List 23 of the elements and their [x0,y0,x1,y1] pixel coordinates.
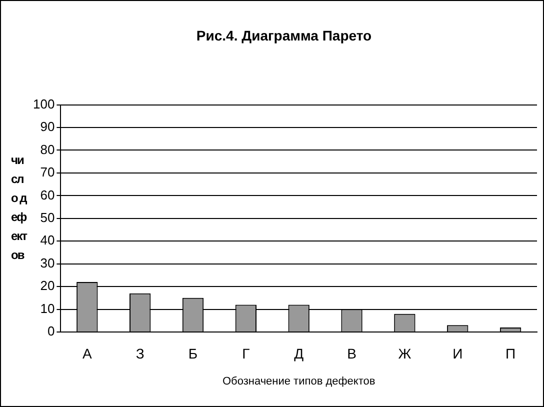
y-tick-label: 70 [40,164,55,180]
x-tick-label: И [452,345,463,362]
y-tick-label: 90 [40,119,55,134]
y-tick-label: 10 [40,300,55,316]
y-tick-label: 50 [40,210,55,225]
y-axis-title: число дефектов [11,152,28,264]
y-tick-label: 80 [40,142,55,157]
x-tick-label: П [506,345,516,362]
x-tick-label: З [136,345,144,362]
y-tick-label: 30 [40,255,55,270]
x-axis-title: Обозначение типов дефектов [222,375,376,388]
y-tick-label: 0 [47,324,55,339]
y-tick-label: 40 [40,232,55,248]
y-tick-label: 100 [32,96,55,112]
y-tick-label: 20 [40,278,55,294]
x-tick-label: Б [188,345,198,362]
x-tick-label: Г [242,345,250,362]
x-tick-label: А [82,345,92,362]
y-tick-label: 60 [40,187,55,202]
x-tick-label: Д [294,345,304,362]
x-tick-label: В [347,345,356,362]
x-tick-label: Ж [398,345,412,362]
chart-title: Рис.4. Диаграмма Парето [196,27,372,44]
